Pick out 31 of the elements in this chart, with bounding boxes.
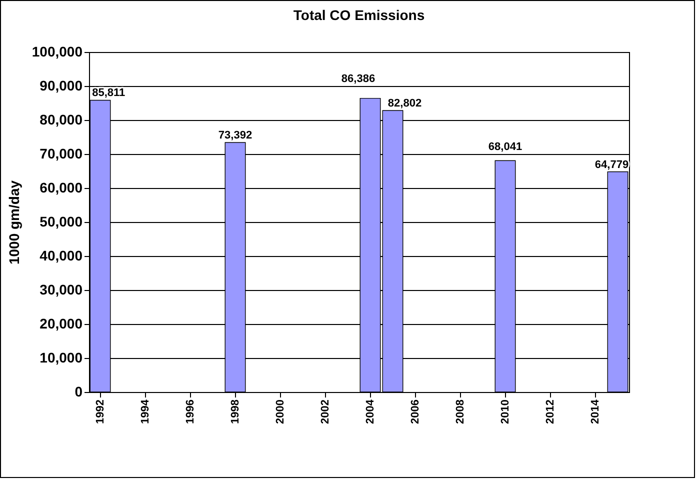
x-tick-label: 2002	[319, 400, 332, 424]
x-tick-label: 2012	[544, 400, 556, 424]
y-tick-label: 90,000	[40, 78, 83, 94]
data-label: 64,779	[594, 158, 629, 171]
x-tick-label: 2006	[409, 400, 422, 424]
x-tick-label: 1994	[139, 398, 152, 424]
y-tick-label: 60,000	[40, 180, 83, 196]
y-axis-title: 1000 gm/day	[6, 180, 22, 265]
x-tick-label: 2014	[589, 398, 602, 424]
x-tick-label: 1996	[184, 400, 196, 424]
y-tick-label: 80,000	[40, 112, 83, 128]
y-tick-label: 0	[74, 384, 83, 400]
y-tick-label: 10,000	[40, 350, 83, 366]
data-label: 73,392	[218, 129, 252, 142]
x-tick-label: 2010	[499, 400, 512, 424]
y-tick-label: 30,000	[40, 282, 83, 298]
data-label: 68,041	[488, 141, 522, 153]
x-tick-label: 1992	[94, 400, 106, 424]
data-label: 86,386	[341, 73, 376, 85]
x-tick-label: 2000	[274, 400, 286, 424]
y-tick-label: 20,000	[40, 316, 83, 332]
chart-title: Total CO Emissions	[293, 7, 425, 23]
y-tick-label: 70,000	[40, 146, 83, 162]
data-label: 82,802	[388, 97, 422, 110]
x-tick-label: 2004	[364, 398, 376, 424]
data-label: 85,811	[92, 87, 126, 100]
y-tick-label: 40,000	[40, 248, 83, 264]
x-tick-label: 2008	[454, 400, 466, 424]
y-tick-label: 100,000	[32, 44, 83, 60]
y-tick-label: 50,000	[40, 214, 83, 230]
x-tick-label: 1998	[229, 400, 242, 424]
